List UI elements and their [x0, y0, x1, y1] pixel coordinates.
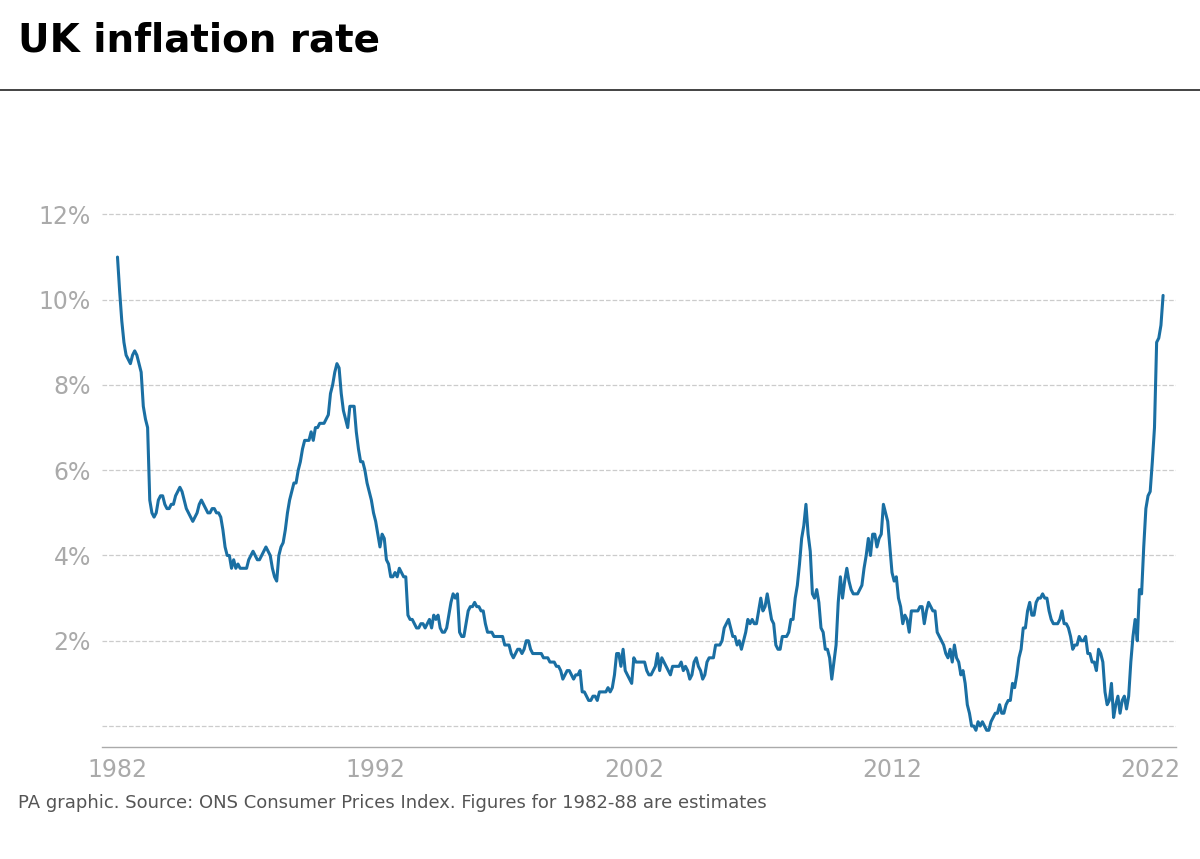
Text: UK inflation rate: UK inflation rate	[18, 21, 380, 59]
Text: PA graphic. Source: ONS Consumer Prices Index. Figures for 1982-88 are estimates: PA graphic. Source: ONS Consumer Prices …	[18, 794, 767, 812]
